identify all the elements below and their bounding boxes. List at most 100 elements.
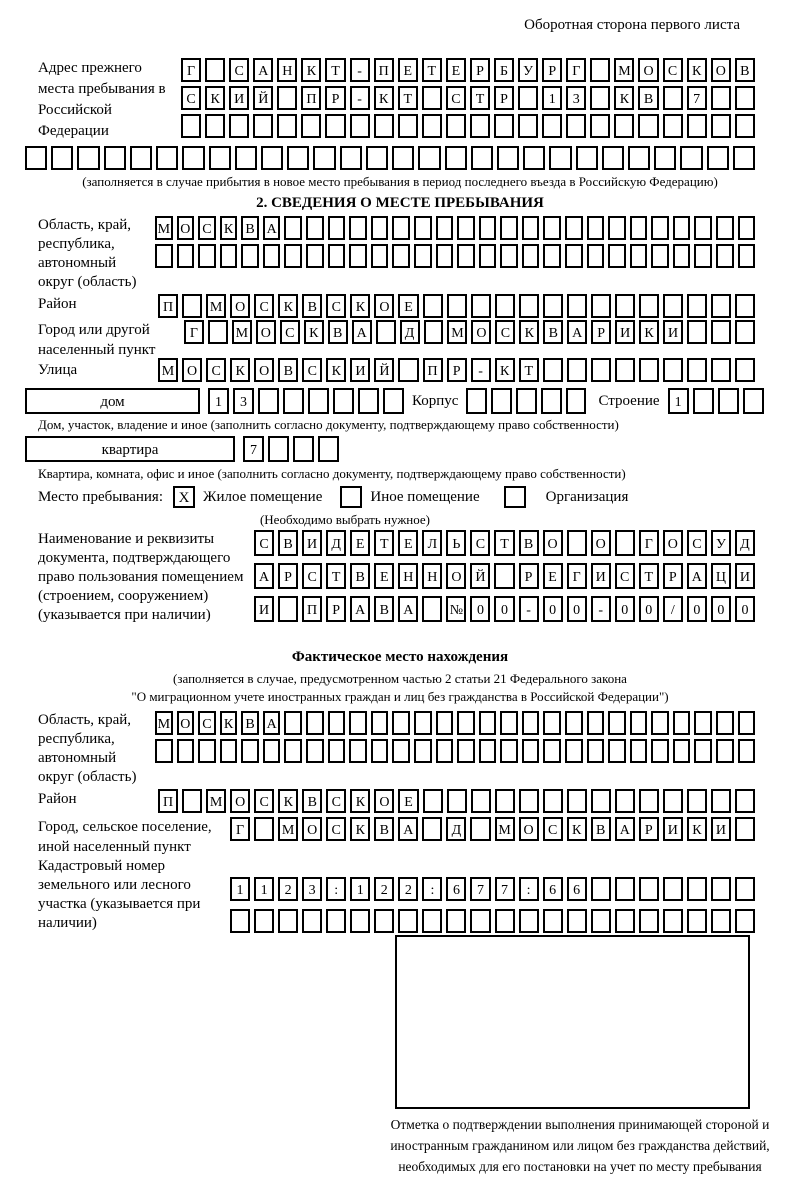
char-cell[interactable]	[651, 216, 669, 240]
char-cell[interactable]	[614, 789, 635, 813]
char-cell[interactable]	[466, 388, 488, 414]
char-cell[interactable]: Г	[184, 320, 204, 344]
char-cell[interactable]: О	[638, 58, 659, 82]
char-cell[interactable]: -	[518, 596, 539, 622]
char-cell[interactable]: С	[198, 216, 216, 240]
char-cell[interactable]	[518, 114, 539, 138]
char-cell[interactable]: С	[662, 58, 683, 82]
char-cell[interactable]	[284, 244, 303, 268]
char-cell[interactable]: Й	[374, 358, 395, 382]
char-cell[interactable]	[662, 358, 684, 382]
char-cell[interactable]	[392, 146, 415, 170]
char-cell[interactable]	[662, 294, 684, 318]
char-cell[interactable]: И	[350, 358, 371, 382]
char-cell[interactable]	[129, 146, 153, 170]
char-cell[interactable]	[735, 358, 756, 382]
char-cell[interactable]	[491, 388, 513, 414]
char-cell[interactable]	[638, 358, 659, 382]
char-cell[interactable]	[614, 294, 635, 318]
char-cell[interactable]: 1	[230, 877, 251, 901]
char-cell[interactable]: Н	[398, 563, 419, 589]
char-cell[interactable]	[500, 244, 518, 268]
char-cell[interactable]	[543, 216, 561, 240]
char-cell[interactable]	[254, 817, 275, 841]
char-cell[interactable]: О	[710, 58, 731, 82]
char-cell[interactable]: А	[614, 817, 635, 841]
char-cell[interactable]	[478, 739, 497, 763]
char-cell[interactable]: К	[639, 320, 660, 344]
char-cell[interactable]: С	[445, 86, 466, 110]
char-cell[interactable]	[590, 86, 611, 110]
char-cell[interactable]	[518, 909, 539, 933]
char-cell[interactable]: И	[734, 563, 755, 589]
char-cell[interactable]	[590, 58, 611, 82]
char-cell[interactable]	[413, 739, 432, 763]
char-cell[interactable]: Й	[253, 86, 274, 110]
char-cell[interactable]	[284, 216, 303, 240]
char-cell[interactable]	[629, 216, 648, 240]
char-cell[interactable]: :	[326, 877, 347, 901]
char-cell[interactable]	[418, 146, 441, 170]
char-cell[interactable]: Г	[638, 530, 659, 556]
char-cell[interactable]: -	[590, 596, 611, 622]
char-cell[interactable]: :	[422, 877, 443, 901]
char-cell[interactable]	[564, 711, 583, 735]
char-cell[interactable]	[590, 358, 611, 382]
char-cell[interactable]	[564, 216, 583, 240]
char-cell[interactable]: К	[301, 58, 322, 82]
char-cell[interactable]	[586, 244, 605, 268]
char-cell[interactable]: С	[181, 86, 202, 110]
char-cell[interactable]: 7	[494, 877, 515, 901]
char-cell[interactable]: Р	[542, 58, 563, 82]
char-cell[interactable]	[601, 146, 625, 170]
char-cell[interactable]: А	[262, 216, 281, 240]
char-cell[interactable]	[542, 114, 563, 138]
char-cell[interactable]	[543, 711, 561, 735]
char-cell[interactable]: 0	[470, 596, 491, 622]
char-cell[interactable]	[542, 789, 563, 813]
char-cell[interactable]	[349, 216, 367, 240]
char-cell[interactable]: С	[254, 294, 275, 318]
char-cell[interactable]	[500, 216, 518, 240]
char-cell[interactable]	[518, 294, 539, 318]
char-cell[interactable]	[445, 114, 466, 138]
char-cell[interactable]	[182, 789, 203, 813]
char-cell[interactable]	[278, 596, 299, 622]
char-cell[interactable]	[176, 244, 195, 268]
char-cell[interactable]	[694, 244, 713, 268]
char-cell[interactable]	[349, 711, 367, 735]
char-cell[interactable]: О	[176, 216, 195, 240]
char-cell[interactable]: М	[155, 216, 173, 240]
char-cell[interactable]	[716, 216, 734, 240]
char-cell[interactable]	[205, 114, 226, 138]
char-cell[interactable]	[327, 216, 346, 240]
char-cell[interactable]	[521, 216, 540, 240]
char-cell[interactable]	[662, 114, 683, 138]
char-cell[interactable]	[549, 146, 572, 170]
char-cell[interactable]	[692, 388, 714, 414]
char-cell[interactable]: У	[518, 58, 539, 82]
char-cell[interactable]	[651, 244, 669, 268]
char-cell[interactable]: М	[494, 817, 515, 841]
char-cell[interactable]	[566, 114, 587, 138]
char-cell[interactable]: В	[278, 530, 299, 556]
char-cell[interactable]	[629, 244, 648, 268]
char-cell[interactable]: 6	[446, 877, 467, 901]
char-cell[interactable]: М	[447, 320, 468, 344]
char-cell[interactable]: П	[158, 789, 179, 813]
char-cell[interactable]	[608, 216, 626, 240]
char-cell[interactable]: О	[471, 320, 492, 344]
char-cell[interactable]: А	[567, 320, 588, 344]
char-cell[interactable]: В	[302, 294, 323, 318]
char-cell[interactable]	[566, 530, 587, 556]
char-cell[interactable]: К	[303, 320, 324, 344]
char-cell[interactable]: 1	[208, 388, 229, 414]
char-cell[interactable]: Е	[350, 530, 371, 556]
char-cell[interactable]: М	[231, 320, 252, 344]
char-cell[interactable]: 7	[243, 436, 264, 462]
char-cell[interactable]: 3	[302, 877, 323, 901]
char-cell[interactable]	[687, 789, 708, 813]
char-cell[interactable]: В	[350, 563, 371, 589]
char-cell[interactable]: Т	[518, 358, 539, 382]
char-cell[interactable]	[370, 711, 389, 735]
